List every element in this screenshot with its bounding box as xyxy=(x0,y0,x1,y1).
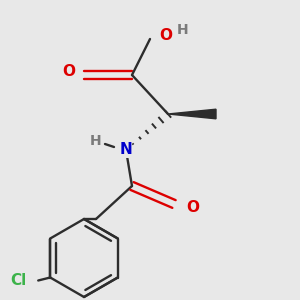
Text: O: O xyxy=(186,200,199,214)
Text: O: O xyxy=(159,28,172,44)
Text: Cl: Cl xyxy=(10,273,26,288)
Text: H: H xyxy=(90,134,102,148)
Text: H: H xyxy=(177,23,189,37)
Text: N: N xyxy=(120,142,132,158)
Polygon shape xyxy=(168,109,216,119)
Text: O: O xyxy=(62,64,75,80)
